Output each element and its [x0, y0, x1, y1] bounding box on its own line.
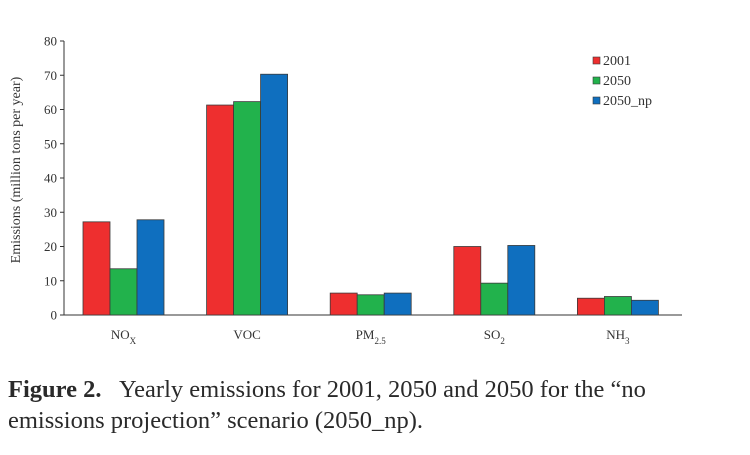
bar-2050-np-5 [631, 299, 659, 316]
bar-2001-4 [453, 246, 482, 316]
x-tick-label: PM2.5 [356, 327, 387, 346]
figure-caption: Figure 2. Yearly emissions for 2001, 205… [8, 374, 738, 436]
bar-2001-1 [82, 221, 111, 316]
y-tick-label: 80 [44, 34, 57, 49]
y-tick-label: 10 [44, 273, 57, 288]
y-tick-label: 30 [44, 205, 57, 220]
chart-axes: 0 10 20 30 40 50 60 70 80 Emissions (million tons… [9, 34, 682, 323]
chart-legend: 2001 2050 2050_np [592, 54, 652, 109]
y-tick-label: 50 [44, 136, 57, 151]
bar-2050-3 [356, 294, 385, 316]
bar-2050-5 [604, 296, 632, 316]
bar-2001-3 [329, 292, 358, 316]
bar-2050-4 [480, 282, 509, 316]
bar-2001-5 [577, 297, 605, 316]
x-tick-label: NOX [111, 327, 137, 346]
bar-2050-np-1 [136, 219, 165, 316]
y-tick-label: 60 [44, 102, 57, 117]
bar-2050-1 [109, 268, 138, 316]
bar-2050-2 [233, 101, 262, 316]
legend-label: 2050 [603, 74, 631, 89]
legend-swatch [592, 56, 601, 65]
bar-2001-2 [206, 104, 235, 316]
y-tick-label: 70 [44, 68, 57, 83]
figure-caption-label: Figure 2. [8, 376, 102, 403]
legend-swatch [592, 96, 601, 105]
legend-label: 2050_np [603, 94, 652, 109]
x-tick-label: NH3 [606, 327, 630, 346]
y-tick-label: 0 [51, 308, 58, 323]
bar-2050-np-2 [260, 73, 289, 316]
chart-bars [82, 73, 659, 316]
legend-label: 2001 [603, 54, 631, 69]
bar-2050-np-4 [507, 245, 536, 316]
x-tick-label: SO2 [484, 327, 505, 346]
y-axis-label: Emissions (million tons per year) [9, 76, 24, 263]
x-tick-label: VOC [233, 327, 260, 342]
legend-swatch [592, 76, 601, 85]
x-tick-labels: NOX VOC PM2.5 SO2 NH3 [111, 327, 630, 346]
bar-chart: 0 10 20 30 40 50 60 70 80 Emissions (million tons… [9, 34, 682, 346]
figure-caption-text: Yearly emissions for 2001, 2050 and 2050… [8, 376, 646, 434]
bar-2050-np-3 [383, 292, 412, 316]
y-tick-label: 20 [44, 239, 57, 254]
y-tick-label: 40 [44, 171, 57, 186]
